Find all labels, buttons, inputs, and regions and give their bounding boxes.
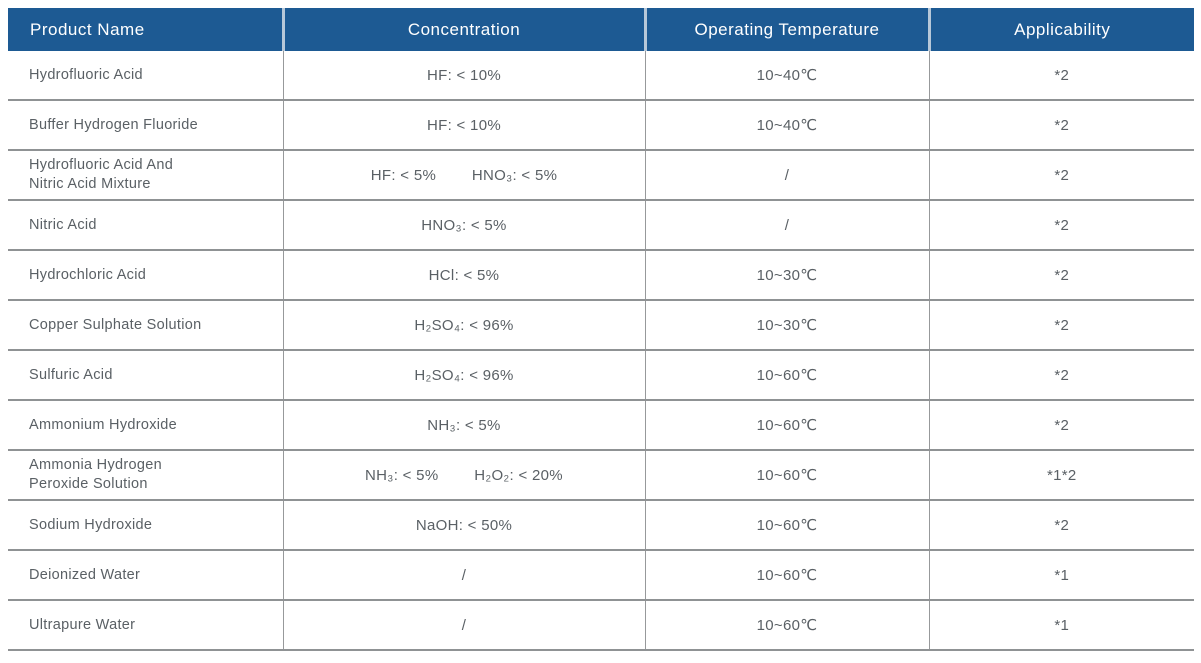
temperature-cell: 10~40℃ <box>645 51 930 101</box>
table-row: Hydrofluoric Acid HF: < 10% 10~40℃ *2 <box>8 51 1194 101</box>
product-name-cell: Ultrapure Water <box>8 600 284 651</box>
concentration-cell: NH₃: < 5% <box>283 400 646 451</box>
table-row: Sulfuric Acid H₂SO₄: < 96% 10~60℃ *2 <box>8 350 1194 401</box>
applicability-cell: *1 <box>929 550 1194 601</box>
concentration-cell: H₂SO₄: < 96% <box>283 350 646 401</box>
product-name-cell: Nitric Acid <box>8 200 284 251</box>
product-name-cell: Hydrofluoric Acid And Nitric Acid Mixtur… <box>8 150 284 201</box>
product-name-cell: Hydrofluoric Acid <box>8 51 284 101</box>
table-row: Ultrapure Water / 10~60℃ *1 <box>8 600 1194 651</box>
temperature-cell: 10~60℃ <box>645 500 930 551</box>
applicability-cell: *2 <box>929 500 1194 551</box>
table-row: Sodium Hydroxide NaOH: < 50% 10~60℃ *2 <box>8 500 1194 551</box>
product-name-cell: Ammonia Hydrogen Peroxide Solution <box>8 450 284 501</box>
applicability-cell: *2 <box>929 200 1194 251</box>
concentration-cell: HF: < 5% HNO₃: < 5% <box>283 150 646 201</box>
product-name-cell: Sulfuric Acid <box>8 350 284 401</box>
concentration-cell: / <box>283 600 646 651</box>
table-row: Deionized Water / 10~60℃ *1 <box>8 550 1194 601</box>
temperature-cell: 10~60℃ <box>645 350 930 401</box>
column-header-concentration: Concentration <box>281 8 645 51</box>
table-row: Hydrofluoric Acid And Nitric Acid Mixtur… <box>8 150 1194 201</box>
header-row: Product Name Concentration Operating Tem… <box>8 8 1194 51</box>
concentration-cell: HNO₃: < 5% <box>283 200 646 251</box>
table-row: Buffer Hydrogen Fluoride HF: < 10% 10~40… <box>8 100 1194 151</box>
table-row: Nitric Acid HNO₃: < 5% / *2 <box>8 200 1194 251</box>
column-header-applicability: Applicability <box>927 8 1194 51</box>
concentration-cell: HCl: < 5% <box>283 250 646 301</box>
temperature-cell: 10~40℃ <box>645 100 930 151</box>
product-name-cell: Buffer Hydrogen Fluoride <box>8 100 284 151</box>
product-name-cell: Sodium Hydroxide <box>8 500 284 551</box>
temperature-cell: 10~30℃ <box>645 300 930 351</box>
temperature-cell: 10~30℃ <box>645 250 930 301</box>
applicability-cell: *2 <box>929 300 1194 351</box>
applicability-cell: *2 <box>929 250 1194 301</box>
table-row: Ammonium Hydroxide NH₃: < 5% 10~60℃ *2 <box>8 400 1194 451</box>
applicability-cell: *2 <box>929 51 1194 101</box>
product-name-cell: Ammonium Hydroxide <box>8 400 284 451</box>
concentration-cell: HF: < 10% <box>283 100 646 151</box>
column-header-operating-temperature: Operating Temperature <box>643 8 929 51</box>
concentration-cell: H₂SO₄: < 96% <box>283 300 646 351</box>
concentration-cell: NaOH: < 50% <box>283 500 646 551</box>
temperature-cell: / <box>645 200 930 251</box>
concentration-cell: HF: < 10% <box>283 51 646 101</box>
table-row: Ammonia Hydrogen Peroxide Solution NH₃: … <box>8 450 1194 501</box>
product-name-cell: Deionized Water <box>8 550 284 601</box>
applicability-cell: *2 <box>929 400 1194 451</box>
temperature-cell: 10~60℃ <box>645 550 930 601</box>
concentration-cell: NH₃: < 5% H₂O₂: < 20% <box>283 450 646 501</box>
applicability-cell: *1 <box>929 600 1194 651</box>
applicability-cell: *2 <box>929 100 1194 151</box>
table-row: Copper Sulphate Solution H₂SO₄: < 96% 10… <box>8 300 1194 351</box>
table-row: Hydrochloric Acid HCl: < 5% 10~30℃ *2 <box>8 250 1194 301</box>
product-name-cell: Copper Sulphate Solution <box>8 300 284 351</box>
product-name-cell: Hydrochloric Acid <box>8 250 284 301</box>
applicability-cell: *2 <box>929 150 1194 201</box>
concentration-cell: / <box>283 550 646 601</box>
temperature-cell: 10~60℃ <box>645 400 930 451</box>
temperature-cell: / <box>645 150 930 201</box>
column-header-product-name: Product Name <box>8 8 283 51</box>
chemical-spec-table: Product Name Concentration Operating Tem… <box>8 8 1194 651</box>
applicability-cell: *1*2 <box>929 450 1194 501</box>
temperature-cell: 10~60℃ <box>645 450 930 501</box>
applicability-cell: *2 <box>929 350 1194 401</box>
temperature-cell: 10~60℃ <box>645 600 930 651</box>
